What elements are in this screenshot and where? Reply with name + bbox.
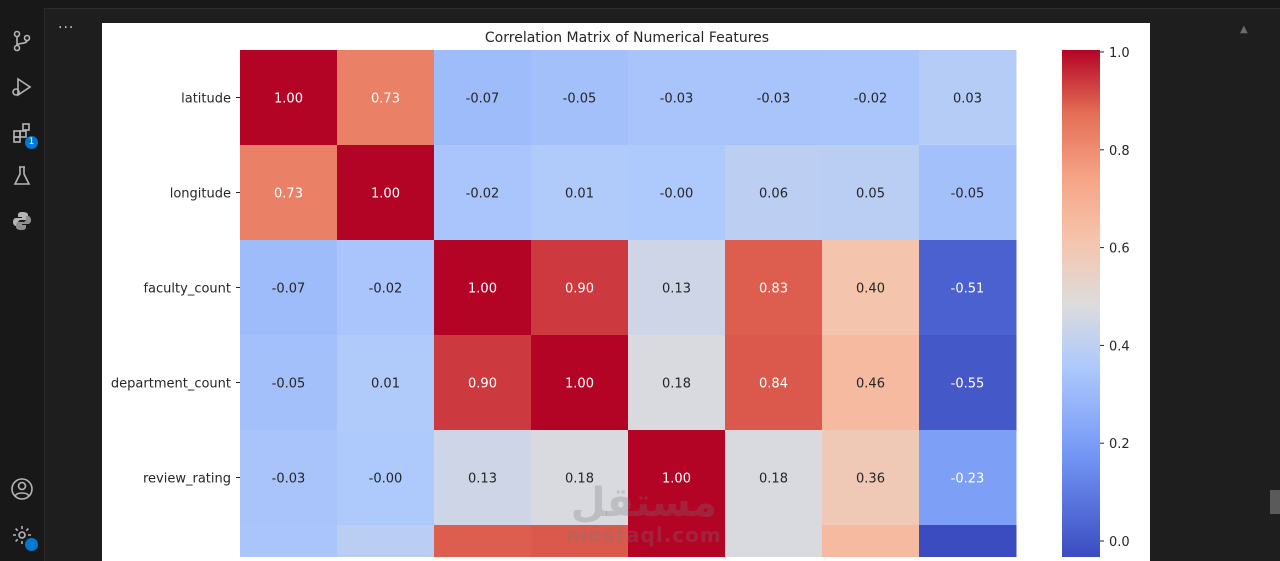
python-icon[interactable] — [9, 208, 35, 234]
scrollbar-thumb[interactable] — [1270, 490, 1280, 514]
update-clock-icon — [24, 537, 39, 552]
editor-tab-strip — [44, 0, 1280, 9]
source-control-icon[interactable] — [9, 28, 35, 54]
account-icon[interactable] — [9, 476, 35, 502]
watermark-arabic: مستقل — [570, 480, 718, 526]
activity-bar: 1 — [0, 0, 45, 561]
testing-icon[interactable] — [9, 163, 35, 189]
cell-more-actions-button[interactable]: ··· — [58, 20, 75, 36]
extensions-badge: 1 — [25, 136, 38, 149]
watermark: مستقل mostaql.com — [566, 482, 722, 546]
chart-title: Correlation Matrix of Numerical Features — [484, 30, 770, 46]
collapse-output-icon[interactable]: ▲ — [1240, 24, 1248, 35]
watermark-latin: mostaql.com — [566, 523, 722, 547]
extensions-icon[interactable]: 1 — [9, 120, 38, 149]
run-debug-icon[interactable] — [9, 74, 35, 100]
manage-gear-icon[interactable] — [9, 522, 39, 552]
